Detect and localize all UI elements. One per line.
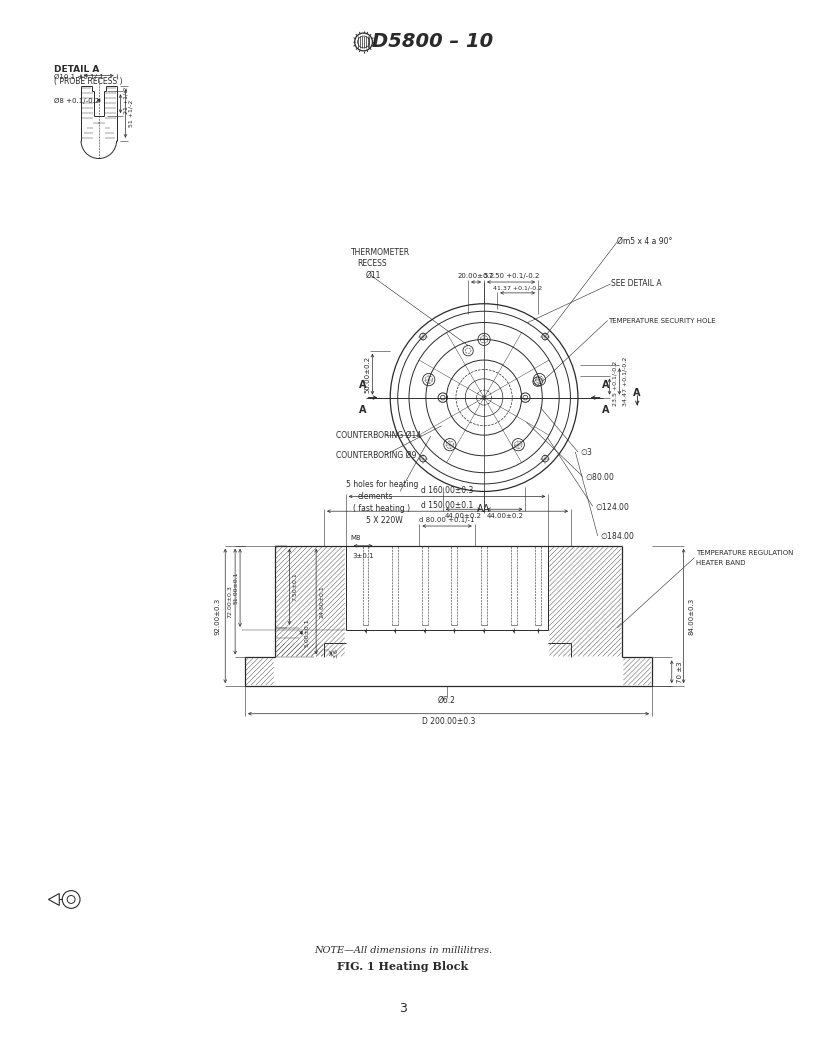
Text: 51.00±0.1: 51.00±0.1 — [233, 571, 238, 604]
Text: 34.47 +0.1/-0.2: 34.47 +0.1/-0.2 — [623, 357, 628, 407]
Text: d 80.00 +0.1/-1: d 80.00 +0.1/-1 — [419, 517, 475, 523]
Text: AA: AA — [477, 504, 491, 514]
Text: 3.6: 3.6 — [334, 648, 339, 658]
Text: $\emptyset$3: $\emptyset$3 — [580, 447, 592, 457]
Text: d 160.00±0.3: d 160.00±0.3 — [421, 486, 473, 495]
Text: $\emptyset$184.00: $\emptyset$184.00 — [600, 530, 635, 542]
Text: d 150.00±0.1: d 150.00±0.1 — [421, 501, 473, 510]
Text: 72.00±0.3: 72.00±0.3 — [227, 585, 233, 618]
Text: 20.00±0.2: 20.00±0.2 — [458, 274, 494, 279]
Text: 21 +1/-2: 21 +1/-2 — [123, 87, 128, 114]
Text: 24.60±0.1: 24.60±0.1 — [319, 585, 324, 618]
Text: A: A — [359, 406, 366, 415]
Text: Ø11: Ø11 — [366, 270, 381, 280]
Text: 3±0.1: 3±0.1 — [353, 552, 375, 559]
Text: TEMPERATURE SECURITY HOLE: TEMPERATURE SECURITY HOLE — [608, 318, 715, 323]
Text: 23.5 +0.1/-0.2: 23.5 +0.1/-0.2 — [613, 361, 618, 407]
Text: FIG. 1 Heating Block: FIG. 1 Heating Block — [338, 961, 468, 973]
Text: A: A — [633, 388, 641, 398]
Text: 44.00±0.2: 44.00±0.2 — [445, 513, 482, 520]
Text: M8: M8 — [350, 535, 361, 541]
Text: 51 +1/-2: 51 +1/-2 — [128, 100, 134, 127]
Text: Ø10.1 +0.1/-1: Ø10.1 +0.1/-1 — [55, 74, 104, 79]
Text: NOTE—All dimensions in millilitres.: NOTE—All dimensions in millilitres. — [314, 946, 492, 956]
Text: SEE DETAIL A: SEE DETAIL A — [610, 280, 661, 288]
Text: ( PROBE RECESS ): ( PROBE RECESS ) — [55, 77, 123, 86]
Text: Øm5 x 4 a 90°: Øm5 x 4 a 90° — [618, 237, 673, 246]
Text: 5 X 220W: 5 X 220W — [366, 515, 402, 525]
Text: 5.00±0.1: 5.00±0.1 — [304, 619, 309, 647]
Text: elements: elements — [357, 492, 393, 501]
Text: TEMPERATURE REGULATION: TEMPERATURE REGULATION — [697, 550, 794, 555]
Text: A: A — [602, 380, 610, 390]
Text: 70 ±3: 70 ±3 — [676, 661, 683, 682]
Text: 92.00±0.3: 92.00±0.3 — [215, 598, 220, 635]
Text: Ø6.2: Ø6.2 — [438, 696, 456, 704]
Text: D5800 – 10: D5800 – 10 — [372, 33, 494, 52]
Text: 84.00±0.3: 84.00±0.3 — [689, 598, 694, 635]
Text: D 200.00±0.3: D 200.00±0.3 — [422, 717, 475, 727]
Text: $\emptyset$80.00: $\emptyset$80.00 — [585, 471, 614, 483]
Text: HEATER BAND: HEATER BAND — [697, 560, 746, 566]
Text: DETAIL A: DETAIL A — [55, 65, 100, 74]
Text: THERMOMETER: THERMOMETER — [351, 248, 410, 257]
Text: 57.50 +0.1/-0.2: 57.50 +0.1/-0.2 — [484, 274, 539, 279]
Text: ( fast heating ): ( fast heating ) — [353, 504, 410, 513]
Text: 41.37 +0.1/-0.2: 41.37 +0.1/-0.2 — [494, 285, 543, 290]
Text: 5 holes for heating: 5 holes for heating — [346, 480, 418, 489]
Text: 3: 3 — [399, 1002, 407, 1015]
Text: RECESS: RECESS — [357, 259, 388, 268]
Text: COUNTERBORING Ø9: COUNTERBORING Ø9 — [336, 451, 416, 459]
Text: 44.00±0.2: 44.00±0.2 — [486, 513, 523, 520]
Text: Ø8 +0.1/-0.2: Ø8 +0.1/-0.2 — [55, 98, 100, 105]
Text: 7.50±0.1: 7.50±0.1 — [292, 572, 297, 601]
Text: A: A — [359, 380, 366, 390]
Text: 50.00±0.2: 50.00±0.2 — [365, 356, 370, 393]
Text: A: A — [602, 406, 610, 415]
Text: COUNTERBORING Ø14: COUNTERBORING Ø14 — [336, 431, 421, 439]
Text: $\emptyset$124.00: $\emptyset$124.00 — [595, 501, 629, 512]
